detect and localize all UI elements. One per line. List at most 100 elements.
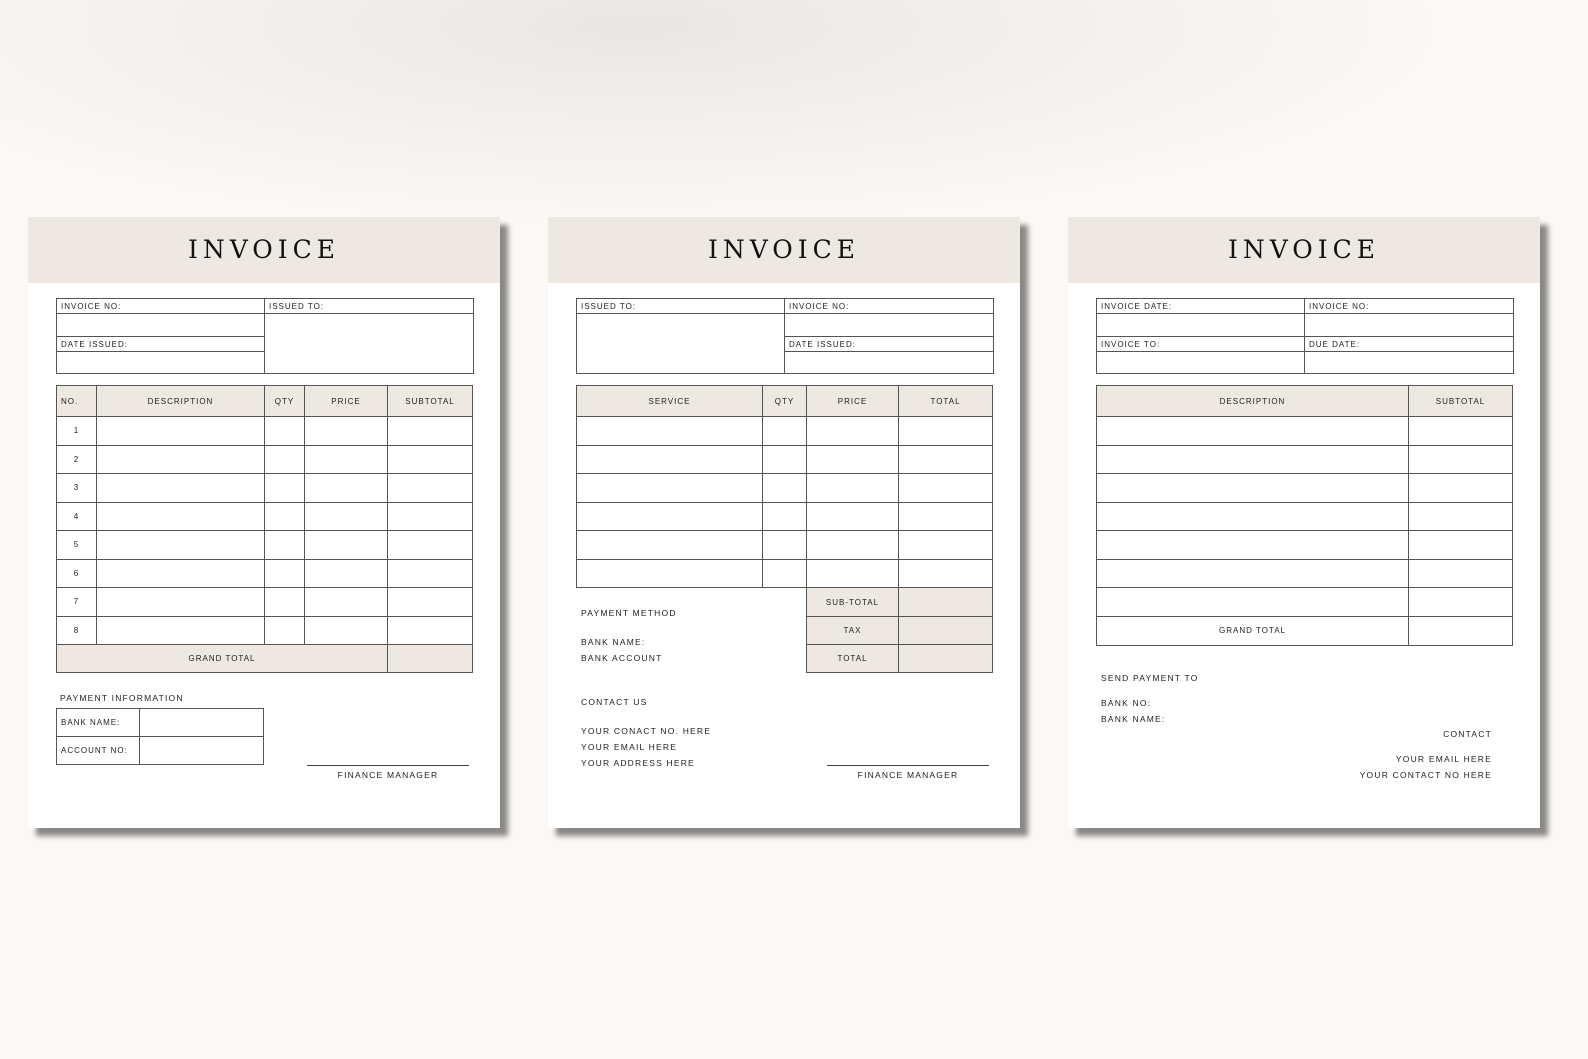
qty-cell[interactable] bbox=[264, 530, 305, 560]
invoice-to-label: INVOICE TO: bbox=[1096, 336, 1305, 352]
service-cell[interactable] bbox=[576, 530, 763, 560]
issued-to-label: ISSUED TO: bbox=[264, 298, 474, 314]
price-cell[interactable] bbox=[304, 558, 388, 588]
invoice-template-1: INVOICE INVOICE NO: ISSUED TO: DATE ISSUE… bbox=[28, 217, 500, 828]
price-cell[interactable] bbox=[806, 416, 899, 446]
description-cell[interactable] bbox=[96, 416, 265, 446]
service-cell[interactable] bbox=[576, 501, 763, 531]
description-cell[interactable] bbox=[96, 530, 265, 560]
price-cell[interactable] bbox=[304, 615, 388, 645]
subtotal-cell[interactable] bbox=[387, 615, 473, 645]
signature-label: FINANCE MANAGER bbox=[337, 770, 439, 780]
description-cell[interactable] bbox=[1096, 444, 1409, 474]
price-cell[interactable] bbox=[806, 473, 899, 503]
price-cell[interactable] bbox=[806, 530, 899, 560]
qty-cell[interactable] bbox=[762, 473, 807, 503]
account-no-label: ACCOUNT NO: bbox=[56, 736, 140, 765]
description-cell[interactable] bbox=[96, 558, 265, 588]
subtotal-cell[interactable] bbox=[1408, 501, 1513, 531]
invoice-no-field[interactable] bbox=[784, 313, 994, 337]
subtotal-cell[interactable] bbox=[387, 501, 473, 531]
description-table: DESCRIPTION SUBTOTAL GRAND TOTAL bbox=[1096, 385, 1513, 646]
subtotal-cell[interactable] bbox=[387, 587, 473, 617]
qty-cell[interactable] bbox=[264, 444, 305, 474]
qty-cell[interactable] bbox=[762, 444, 807, 474]
table-row bbox=[1096, 558, 1513, 588]
invoice-no-field[interactable] bbox=[1304, 313, 1514, 337]
subtotal-cell[interactable] bbox=[1408, 530, 1513, 560]
date-issued-field[interactable] bbox=[784, 351, 994, 374]
qty-cell[interactable] bbox=[264, 615, 305, 645]
price-cell[interactable] bbox=[304, 501, 388, 531]
account-no-field[interactable] bbox=[139, 736, 264, 765]
bank-name-field[interactable] bbox=[139, 708, 264, 737]
description-cell[interactable] bbox=[96, 615, 265, 645]
invoice-to-field[interactable] bbox=[1096, 351, 1305, 374]
issued-to-field[interactable] bbox=[264, 313, 474, 374]
total-field[interactable] bbox=[898, 644, 993, 673]
subtotal-field[interactable] bbox=[898, 587, 993, 617]
qty-cell[interactable] bbox=[762, 558, 807, 588]
price-cell[interactable] bbox=[304, 473, 388, 503]
description-cell[interactable] bbox=[96, 473, 265, 503]
total-cell[interactable] bbox=[898, 444, 993, 474]
subtotal-cell[interactable] bbox=[1408, 444, 1513, 474]
qty-cell[interactable] bbox=[762, 530, 807, 560]
total-cell[interactable] bbox=[898, 416, 993, 446]
subtotal-cell[interactable] bbox=[387, 530, 473, 560]
subtotal-cell[interactable] bbox=[387, 558, 473, 588]
description-cell[interactable] bbox=[1096, 473, 1409, 503]
signature-line[interactable] bbox=[307, 765, 469, 766]
description-cell[interactable] bbox=[1096, 530, 1409, 560]
service-cell[interactable] bbox=[576, 473, 763, 503]
date-issued-field[interactable] bbox=[56, 351, 265, 374]
signature-line[interactable] bbox=[827, 765, 989, 766]
price-cell[interactable] bbox=[304, 444, 388, 474]
invoice-date-field[interactable] bbox=[1096, 313, 1305, 337]
bank-no-label: BANK NO: bbox=[1101, 698, 1152, 708]
total-cell[interactable] bbox=[898, 473, 993, 503]
qty-cell[interactable] bbox=[264, 501, 305, 531]
subtotal-cell[interactable] bbox=[1408, 416, 1513, 446]
qty-cell[interactable] bbox=[264, 587, 305, 617]
subtotal-cell[interactable] bbox=[387, 444, 473, 474]
row-number: 4 bbox=[56, 501, 97, 531]
qty-cell[interactable] bbox=[264, 416, 305, 446]
service-cell[interactable] bbox=[576, 558, 763, 588]
service-cell[interactable] bbox=[576, 416, 763, 446]
description-cell[interactable] bbox=[96, 587, 265, 617]
subtotal-cell[interactable] bbox=[387, 473, 473, 503]
qty-cell[interactable] bbox=[264, 558, 305, 588]
bank-name-label: BANK NAME: bbox=[1101, 714, 1166, 724]
description-cell[interactable] bbox=[1096, 501, 1409, 531]
issued-to-field[interactable] bbox=[576, 313, 785, 374]
description-cell[interactable] bbox=[1096, 558, 1409, 588]
subtotal-cell[interactable] bbox=[387, 416, 473, 446]
qty-cell[interactable] bbox=[264, 473, 305, 503]
due-date-label: DUE DATE: bbox=[1304, 336, 1514, 352]
subtotal-cell[interactable] bbox=[1408, 558, 1513, 588]
price-cell[interactable] bbox=[304, 587, 388, 617]
subtotal-cell[interactable] bbox=[1408, 587, 1513, 617]
description-cell[interactable] bbox=[96, 444, 265, 474]
invoice-no-field[interactable] bbox=[56, 313, 265, 337]
qty-cell[interactable] bbox=[762, 501, 807, 531]
price-cell[interactable] bbox=[304, 530, 388, 560]
price-cell[interactable] bbox=[806, 558, 899, 588]
description-cell[interactable] bbox=[96, 501, 265, 531]
tax-field[interactable] bbox=[898, 616, 993, 645]
price-cell[interactable] bbox=[806, 501, 899, 531]
total-cell[interactable] bbox=[898, 501, 993, 531]
due-date-field[interactable] bbox=[1304, 351, 1514, 374]
description-cell[interactable] bbox=[1096, 416, 1409, 446]
description-cell[interactable] bbox=[1096, 587, 1409, 617]
total-cell[interactable] bbox=[898, 558, 993, 588]
subtotal-cell[interactable] bbox=[1408, 473, 1513, 503]
price-cell[interactable] bbox=[304, 416, 388, 446]
total-cell[interactable] bbox=[898, 530, 993, 560]
qty-cell[interactable] bbox=[762, 416, 807, 446]
grand-total-field[interactable] bbox=[1408, 615, 1513, 646]
service-cell[interactable] bbox=[576, 444, 763, 474]
price-cell[interactable] bbox=[806, 444, 899, 474]
grand-total-field[interactable] bbox=[387, 644, 473, 673]
